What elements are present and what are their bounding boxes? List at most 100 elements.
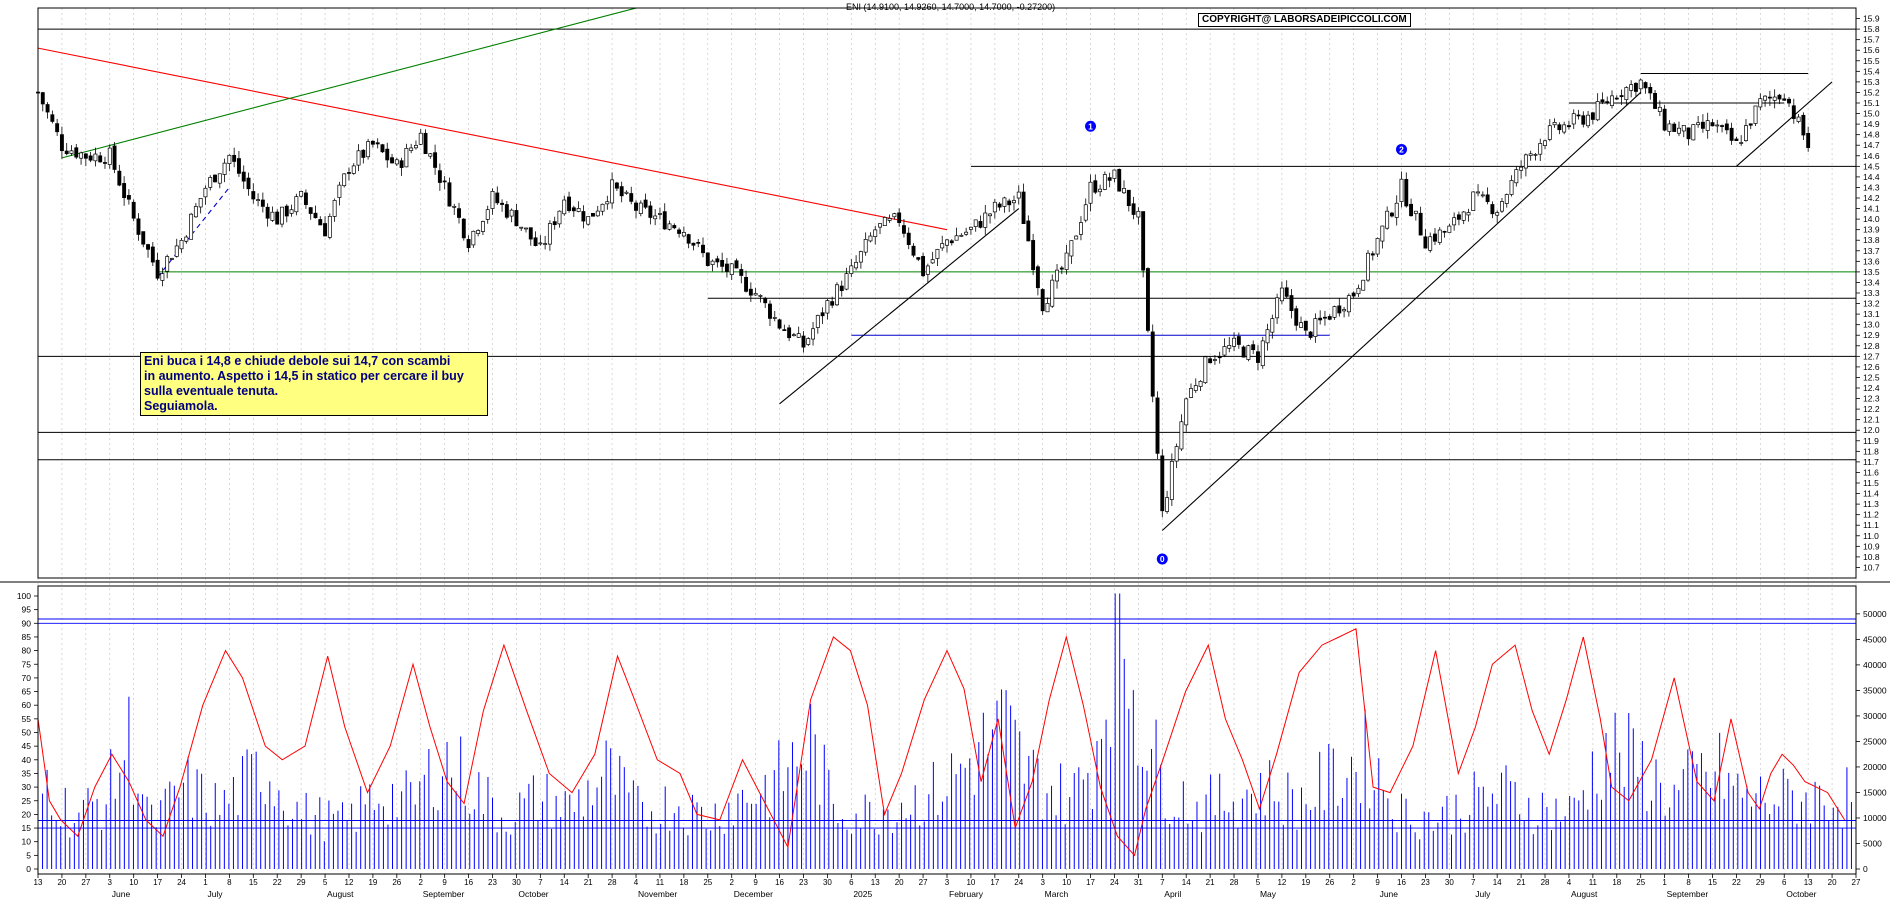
candle-body xyxy=(1724,123,1729,131)
date-tick-label: 12 xyxy=(345,878,354,887)
candle-body xyxy=(1533,153,1538,156)
candle-body xyxy=(576,208,581,212)
date-tick-label: 20 xyxy=(57,878,66,887)
date-tick-label: 23 xyxy=(488,878,497,887)
candle-body xyxy=(1308,331,1313,338)
candle-body xyxy=(1600,99,1605,103)
candle-body xyxy=(337,184,342,198)
osc-tick-label: 55 xyxy=(22,714,32,724)
price-tick-label: 12.3 xyxy=(1863,394,1880,404)
candle-body xyxy=(370,140,375,145)
date-tick-label: 1 xyxy=(1662,878,1667,887)
candle-body xyxy=(1016,191,1021,199)
candle-body xyxy=(662,211,667,230)
candle-body xyxy=(1442,230,1447,233)
candle-body xyxy=(863,239,868,253)
date-tick-label: 28 xyxy=(1230,878,1239,887)
candle-body xyxy=(332,200,337,217)
price-tick-label: 11.2 xyxy=(1863,510,1879,520)
date-tick-label: 29 xyxy=(297,878,306,887)
candle-body xyxy=(954,235,959,241)
candle-body xyxy=(1155,397,1160,454)
month-label: June xyxy=(112,889,131,899)
candle-body xyxy=(1806,132,1811,148)
candle-body xyxy=(375,142,380,145)
month-label: June xyxy=(1380,889,1399,899)
osc-tick-label: 100 xyxy=(17,591,31,601)
candle-body xyxy=(1241,346,1246,358)
candle-body xyxy=(1251,344,1256,351)
candle-body xyxy=(461,218,466,239)
candle-body xyxy=(1772,96,1777,101)
candle-body xyxy=(1169,460,1174,500)
candle-body xyxy=(959,234,964,237)
candle-body xyxy=(686,234,691,244)
candle-body xyxy=(1619,95,1624,98)
date-tick-label: 29 xyxy=(1756,878,1765,887)
date-tick-label: 19 xyxy=(1301,878,1310,887)
candle-body xyxy=(495,192,500,204)
date-tick-label: 7 xyxy=(1160,878,1165,887)
candle-body xyxy=(409,147,414,151)
candle-body xyxy=(265,206,270,219)
candle-body xyxy=(1653,92,1658,109)
candle-body xyxy=(184,236,189,242)
date-tick-label: 10 xyxy=(966,878,975,887)
candle-body xyxy=(1696,122,1701,126)
candle-body xyxy=(1566,125,1571,128)
date-tick-label: 26 xyxy=(392,878,401,887)
candle-body xyxy=(1045,303,1050,313)
candle-body xyxy=(93,153,98,162)
candle-body xyxy=(203,187,208,198)
comment-line-3: sulla eventuale tenuta. xyxy=(144,384,279,398)
candle-body xyxy=(849,265,854,274)
date-tick-label: 2 xyxy=(1351,878,1356,887)
candle-body xyxy=(887,218,892,221)
date-tick-label: 16 xyxy=(775,878,784,887)
candle-body xyxy=(739,269,744,276)
candle-body xyxy=(217,173,222,184)
candle-body xyxy=(457,208,461,218)
candle-body xyxy=(1562,124,1567,133)
date-tick-label: 22 xyxy=(1732,878,1741,887)
price-tick-label: 14.6 xyxy=(1863,151,1880,161)
price-tick-label: 15.0 xyxy=(1863,109,1880,119)
candle-body xyxy=(978,221,983,228)
price-tick-label: 15.1 xyxy=(1863,98,1880,108)
wave-marker-label: 0 xyxy=(1160,554,1165,564)
candle-body xyxy=(294,196,299,213)
candle-body xyxy=(1059,267,1064,270)
candle-body xyxy=(1519,166,1524,171)
candle-body xyxy=(1758,98,1763,108)
candle-body xyxy=(696,242,701,244)
candle-body xyxy=(1614,97,1619,100)
price-tick-label: 14.0 xyxy=(1863,214,1880,224)
candle-body xyxy=(1543,140,1547,146)
date-tick-label: 3 xyxy=(1040,878,1045,887)
candle-body xyxy=(1232,337,1237,347)
date-tick-label: 27 xyxy=(81,878,90,887)
date-tick-label: 4 xyxy=(634,878,639,887)
price-tick-label: 14.8 xyxy=(1863,130,1880,140)
date-tick-label: 26 xyxy=(1325,878,1334,887)
price-tick-label: 13.3 xyxy=(1863,288,1880,298)
candle-body xyxy=(275,211,280,225)
candle-body xyxy=(1389,212,1394,217)
candle-body xyxy=(1122,188,1126,194)
candle-body xyxy=(437,170,442,183)
candle-body xyxy=(992,201,997,213)
candle-body xyxy=(1342,309,1347,312)
volume-tick-label: 45000 xyxy=(1863,634,1887,644)
candle-body xyxy=(925,265,930,275)
candle-body xyxy=(1605,101,1610,104)
osc-tick-label: 40 xyxy=(22,755,32,765)
candle-body xyxy=(280,206,284,225)
date-tick-label: 10 xyxy=(1062,878,1071,887)
candle-body xyxy=(1791,105,1796,119)
candle-body xyxy=(433,152,438,168)
candle-body xyxy=(921,256,926,277)
candle-body xyxy=(1523,154,1528,169)
candle-body xyxy=(973,219,978,227)
candle-body xyxy=(1753,105,1758,124)
candle-body xyxy=(1002,197,1007,207)
